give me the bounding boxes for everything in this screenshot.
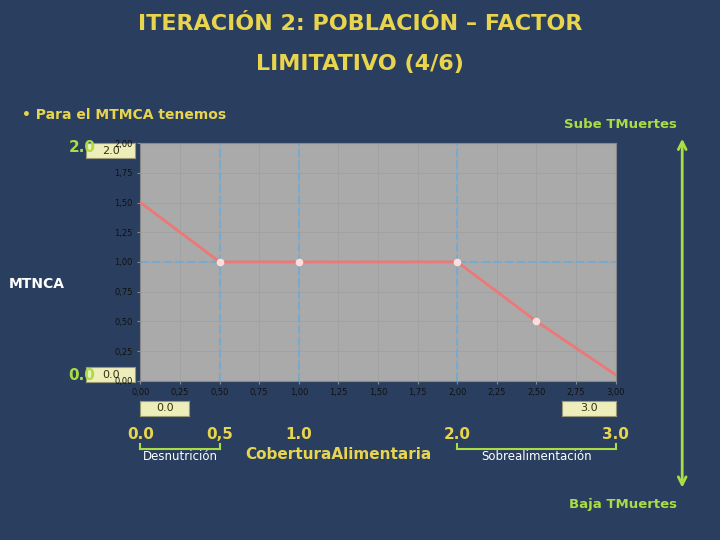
Text: Baja TMuertes: Baja TMuertes	[569, 498, 677, 511]
Text: Sobrealimentación: Sobrealimentación	[481, 450, 592, 463]
Text: 2.0: 2.0	[444, 427, 471, 442]
Text: 0.0: 0.0	[68, 368, 95, 383]
Text: 3.0: 3.0	[602, 427, 629, 442]
Text: Desnutrición: Desnutrición	[143, 450, 217, 463]
Text: 1.0: 1.0	[285, 427, 312, 442]
Text: LIMITATIVO (4/6): LIMITATIVO (4/6)	[256, 54, 464, 74]
Text: Sube TMuertes: Sube TMuertes	[564, 118, 677, 131]
Text: 0.0: 0.0	[102, 370, 120, 380]
Text: CoberturaAlimentaria: CoberturaAlimentaria	[246, 447, 431, 462]
Text: 0,5: 0,5	[206, 427, 233, 442]
Text: ITERACIÓN 2: POBLACIÓN – FACTOR: ITERACIÓN 2: POBLACIÓN – FACTOR	[138, 14, 582, 33]
Text: 0.0: 0.0	[156, 403, 174, 413]
Text: 2.0: 2.0	[102, 146, 120, 156]
Text: • Para el MTMCA tenemos: • Para el MTMCA tenemos	[22, 108, 226, 122]
Text: 0.0: 0.0	[127, 427, 154, 442]
Text: MTNCA: MTNCA	[9, 276, 65, 291]
Text: 2.0: 2.0	[68, 140, 95, 156]
Text: 3.0: 3.0	[580, 403, 598, 413]
